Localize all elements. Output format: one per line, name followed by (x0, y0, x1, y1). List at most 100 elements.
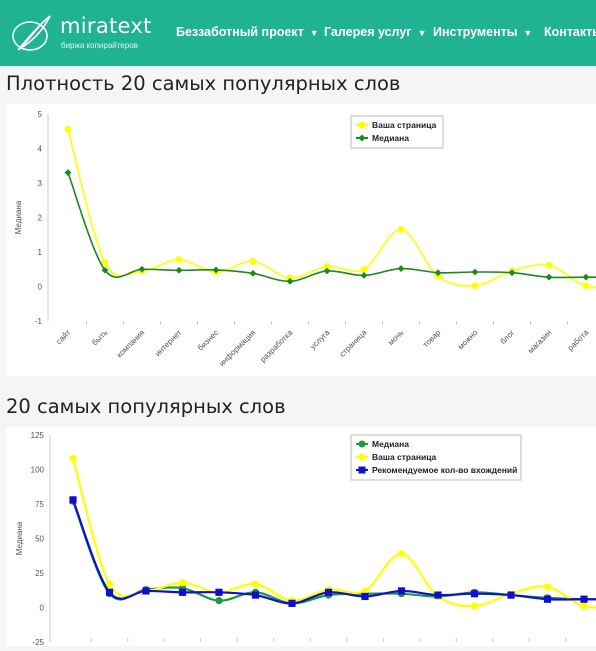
data-point (582, 282, 590, 290)
y-tick-label: 125 (31, 431, 45, 440)
data-point (507, 591, 515, 599)
legend-label: Ваша страница (372, 452, 437, 462)
data-point (580, 602, 588, 610)
legend-label: Медиана (372, 439, 409, 449)
data-point (471, 268, 479, 276)
legend-label: Ваша страница (372, 120, 437, 130)
data-point (545, 273, 553, 281)
data-point (543, 583, 552, 591)
data-point (215, 597, 223, 605)
x-tick-label: товар (421, 328, 443, 350)
data-point (251, 580, 260, 588)
series-line (71, 500, 596, 605)
x-tick-label: страница (338, 328, 369, 359)
data-point (470, 602, 479, 610)
data-point (397, 587, 406, 595)
y-tick-label: 4 (38, 145, 43, 154)
y-tick-label: 1 (38, 248, 43, 257)
x-tick-label: можно (456, 328, 480, 352)
data-point (358, 121, 366, 129)
y-tick-label: -1 (35, 317, 43, 326)
x-tick-label: работа (566, 328, 591, 353)
data-point (105, 588, 114, 596)
data-point (360, 265, 368, 273)
data-point (69, 496, 77, 504)
data-point (358, 134, 366, 142)
data-point (288, 599, 296, 607)
logo[interactable]: miratext биржа копирайтеров (10, 10, 151, 58)
legend-box (350, 115, 444, 149)
quill-logo-icon (12, 15, 51, 51)
x-tick-label: бизнес (196, 328, 220, 352)
x-tick-label: блог (498, 328, 516, 346)
logo-name: miratext (60, 14, 152, 38)
data-point (249, 257, 257, 265)
y-axis-label: Медиана (14, 200, 23, 234)
series-line (71, 458, 596, 609)
popular-words-chart: -25 0 25 50 75 100 125 Медиана Медиана Ваша стран… (15, 431, 596, 647)
data-point (397, 265, 405, 272)
logo-subtitle: биржа копирайтеров (61, 41, 138, 50)
data-point (215, 588, 223, 596)
data-point (397, 226, 405, 233)
site-header: miratext биржа копирайтеров Беззаботный … (0, 0, 596, 66)
section-title-popular: 20 самых популярных слов (6, 395, 286, 418)
y-tick-label: 50 (35, 535, 44, 544)
x-tick-label: мочь (386, 328, 405, 347)
data-point (212, 266, 220, 274)
y-tick-label: -25 (32, 638, 44, 646)
data-point (175, 256, 183, 263)
data-point (361, 592, 369, 601)
x-tick-label: разработка (258, 328, 294, 364)
x-tick-label: сайт (54, 328, 72, 346)
data-point (286, 274, 294, 282)
data-point (543, 595, 552, 603)
data-point (64, 169, 72, 177)
data-point (175, 266, 183, 274)
data-point (178, 579, 187, 587)
nav-label: Галерея услуг (324, 25, 412, 39)
x-tick-label: услуга (308, 328, 332, 352)
y-tick-label: 2 (38, 214, 43, 223)
x-tick-label: информация (217, 328, 257, 368)
chevron-down-icon: ▼ (417, 28, 427, 38)
data-point (358, 440, 366, 448)
nav-item-gallery[interactable]: Галерея услуг ▼ (324, 25, 426, 39)
series-line (71, 499, 596, 605)
nav-item-tools[interactable]: Инструменты ▼ (433, 25, 532, 39)
y-tick-label: 75 (35, 500, 44, 509)
data-point (249, 269, 257, 277)
data-point (434, 269, 442, 277)
nav-label: Инструменты (433, 25, 518, 39)
section-title-density: Плотность 20 самых популярных слов (6, 72, 401, 95)
popular-chart-card: -25 0 25 50 75 100 125 Медиана Медиана Ваша стран… (6, 427, 596, 647)
data-point (358, 466, 366, 474)
data-point (64, 126, 72, 133)
y-tick-label: 3 (38, 179, 43, 188)
nav-item-project[interactable]: Беззаботный проект ▼ (176, 25, 319, 39)
data-point (360, 272, 368, 279)
data-point (101, 258, 109, 266)
y-tick-label: 0 (40, 604, 45, 613)
data-point (101, 266, 109, 274)
y-tick-label: 100 (31, 466, 45, 475)
data-point (105, 580, 114, 588)
data-point (324, 588, 333, 596)
data-point (323, 263, 331, 270)
data-point (69, 454, 77, 463)
series-line (67, 129, 596, 289)
chevron-down-icon: ▼ (523, 28, 533, 38)
chevron-down-icon: ▼ (309, 28, 319, 38)
data-point (545, 261, 553, 269)
data-point (286, 277, 294, 285)
data-point (358, 453, 366, 461)
y-tick-label: 5 (38, 110, 43, 119)
y-axis-label: Медиана (15, 521, 24, 555)
data-point (361, 587, 369, 595)
density-chart: -1 0 1 2 3 4 5 Медиана сайт быть компания интернет б… (14, 110, 596, 368)
data-point (178, 588, 187, 596)
data-point (397, 550, 406, 558)
data-point (471, 282, 479, 290)
y-tick-label: 0 (38, 283, 43, 292)
nav-item-contacts[interactable]: Контакты (544, 25, 596, 39)
